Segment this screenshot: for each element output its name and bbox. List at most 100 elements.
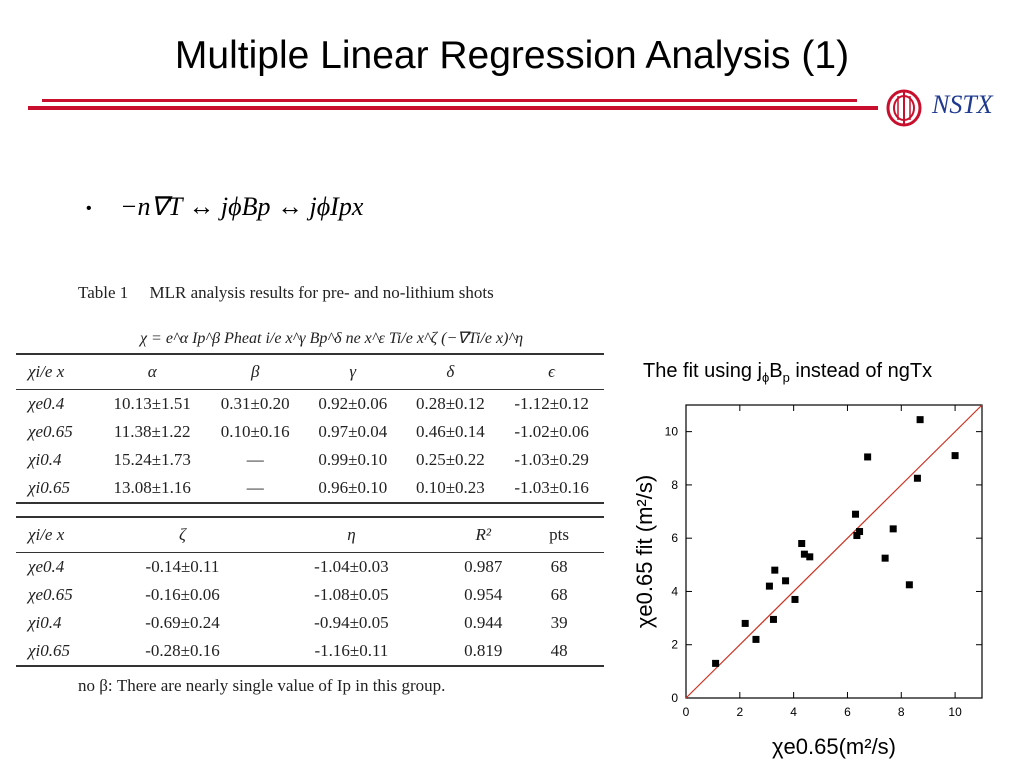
- data-point: [806, 553, 814, 561]
- x-tick-label: 0: [683, 705, 690, 719]
- header-cell: R²: [435, 516, 531, 553]
- table-cell: -1.04±0.03: [314, 557, 389, 576]
- table-row: χi0.65 -0.28±0.16 -1.16±0.11 0.819 48: [16, 637, 604, 667]
- table-cell: -1.16±0.11: [266, 637, 436, 667]
- chart-title-text: The fit using j: [643, 360, 762, 382]
- bullet-formula: −n∇T ↔ jϕBp ↔ jϕIpx: [120, 192, 364, 221]
- table-cell: 11.38±1.22: [113, 422, 191, 441]
- table-cell: -1.12±0.12: [514, 394, 589, 413]
- table-cell: 0.99±0.10: [318, 450, 388, 469]
- table-row: χe0.65 11.38±1.22 0.10±0.16 0.97±0.04 0.46±0…: [16, 418, 604, 446]
- data-point: [769, 615, 777, 623]
- header-cell: γ: [303, 353, 402, 390]
- table-row: χe0.4 10.13±1.51 0.31±0.20 0.92±0.06 0.28±0.…: [16, 390, 604, 419]
- row-label: χi0.4: [28, 450, 62, 469]
- y-tick-label: 0: [671, 691, 678, 705]
- header-cell: ϵ: [499, 353, 604, 390]
- table-cell: 15.24±1.73: [113, 450, 191, 469]
- data-point: [913, 474, 921, 482]
- data-point: [881, 554, 889, 562]
- table-cell: [587, 637, 604, 667]
- table-cell: 48: [530, 637, 588, 667]
- row-label: χe0.4: [28, 394, 65, 413]
- table-cell: -1.02±0.06: [514, 422, 589, 441]
- table-body: χe0.4 10.13±1.51 0.31±0.20 0.92±0.06 0.28±0.…: [16, 390, 604, 504]
- data-point: [916, 416, 924, 424]
- table-cell: —: [246, 450, 264, 469]
- chart-title-text: B: [769, 360, 783, 382]
- table-cell: 10.13±1.51: [113, 394, 191, 413]
- row-label: χi0.65: [16, 474, 98, 504]
- row-label: χi0.4: [28, 613, 62, 632]
- table-header-row: χi/e x ζ η R² pts: [16, 516, 604, 553]
- table-cell: -1.03±0.16: [499, 474, 604, 504]
- table-cell: -1.08±0.05: [314, 585, 389, 604]
- data-point: [905, 581, 913, 589]
- nstx-logo: NSTX: [884, 88, 1016, 128]
- header-cell: ζ: [98, 516, 267, 553]
- table-row: χi0.65 13.08±1.16—0.96±0.10 0.10±0.23 -1.03…: [16, 474, 604, 504]
- table-note: no β: There are nearly single value of I…: [78, 676, 446, 695]
- table-cell: 0.97±0.04: [318, 422, 388, 441]
- mlr-table-part2: χi/e x ζ η R² pts χe0.4 -0.14±0.11 -1.04±0…: [16, 516, 604, 667]
- x-tick-label: 10: [948, 705, 962, 719]
- table-cell: 0.10±0.23: [401, 474, 500, 504]
- chart-title-sub: ϕ: [761, 370, 770, 385]
- table-cell: [588, 581, 604, 609]
- x-tick-label: 2: [736, 705, 743, 719]
- row-label: χe0.65: [28, 585, 73, 604]
- data-point: [800, 550, 808, 558]
- table-body: χe0.4 -0.14±0.11 -1.04±0.03 0.987 68 χe0.65 -0…: [16, 553, 604, 667]
- table-cell: [588, 553, 604, 582]
- nstx-logo-icon: [886, 89, 922, 127]
- table-cell: 0.954: [464, 585, 503, 604]
- table-caption: Table 1 MLR analysis results for pre- an…: [78, 283, 494, 302]
- page-title: Multiple Linear Regression Analysis (1): [174, 34, 850, 77]
- table-cell: -0.14±0.11: [145, 557, 220, 576]
- header-cell: β: [206, 353, 304, 390]
- table-cell: 13.08±1.16: [98, 474, 207, 504]
- scatter-chart: 0 2 4 6 8 10 0 2 4 6 8 10 χe0.65(m²/s) χe0.65 fit (m²…: [632, 404, 983, 759]
- header-cell: χi/e x: [16, 516, 98, 553]
- table-cell: -0.16±0.06: [145, 585, 220, 604]
- table-cell: 0.31±0.20: [220, 394, 290, 413]
- chart-title-text: instead of ngTx: [789, 360, 933, 382]
- y-tick-label: 4: [671, 584, 678, 598]
- x-tick-label: 4: [790, 705, 797, 719]
- data-point: [951, 452, 959, 460]
- header-cell: [587, 516, 604, 553]
- y-tick-label: 8: [671, 478, 678, 492]
- row-label: χe0.4: [28, 557, 65, 576]
- table-row: χi0.4 -0.69±0.24 -0.94±0.05 0.944 39: [16, 609, 604, 637]
- table-header-row: χi/e x α β γ δ ϵ: [16, 353, 604, 390]
- title-divider-top: [42, 99, 857, 102]
- table-cell: 0.944: [464, 613, 503, 632]
- row-label: χe0.65: [28, 422, 73, 441]
- bullet-dot: •: [86, 200, 92, 217]
- chart-title: The fit using jϕBp instead of ngTx: [643, 360, 932, 385]
- table-cell: 0.92±0.06: [318, 394, 388, 413]
- y-tick-label: 10: [665, 425, 679, 439]
- x-axis-label: χe0.65(m²/s): [772, 734, 896, 759]
- data-point: [853, 532, 861, 540]
- y-tick-label: 6: [671, 531, 678, 545]
- data-point: [864, 453, 872, 461]
- table-row: χi0.4 15.24±1.73 — 0.99±0.10 0.25±0.22 -1.03±…: [16, 446, 604, 474]
- x-tick-label: 8: [898, 705, 905, 719]
- table-cell: 0.987: [464, 557, 503, 576]
- table-cell: —: [206, 474, 304, 504]
- table-row: χe0.4 -0.14±0.11 -1.04±0.03 0.987 68: [16, 553, 604, 582]
- data-point: [752, 635, 760, 643]
- data-point: [798, 540, 806, 548]
- y-tick-label: 2: [671, 638, 678, 652]
- data-point: [852, 510, 860, 518]
- data-point: [741, 619, 749, 627]
- table-cell: 0.819: [435, 637, 531, 667]
- y-axis-label: χe0.65 fit (m²/s): [632, 475, 657, 628]
- data-point: [765, 582, 773, 590]
- table-formula: χ = e^α Ip^β Pheat i/e x^γ Bp^δ ne x^ε T…: [140, 330, 524, 347]
- table-cell: 0.46±0.14: [415, 422, 485, 441]
- table-cell: 0.28±0.12: [415, 394, 485, 413]
- header-cell: pts: [530, 516, 588, 553]
- data-point: [791, 595, 799, 603]
